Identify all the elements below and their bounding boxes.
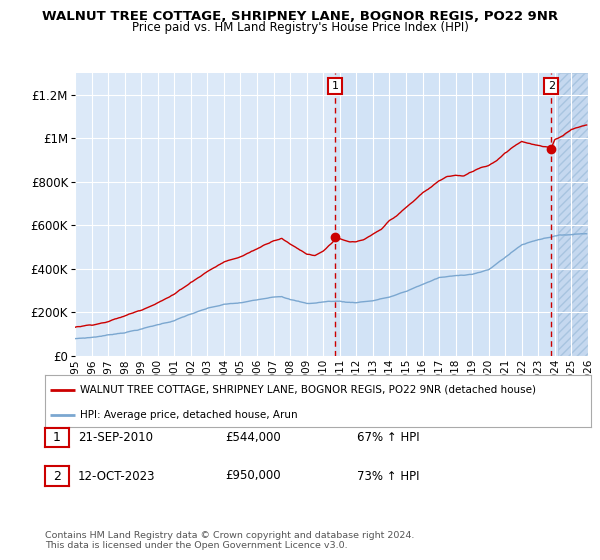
Text: £544,000: £544,000 bbox=[225, 431, 281, 445]
Text: 2: 2 bbox=[53, 469, 61, 483]
Text: WALNUT TREE COTTAGE, SHRIPNEY LANE, BOGNOR REGIS, PO22 9NR (detached house): WALNUT TREE COTTAGE, SHRIPNEY LANE, BOGN… bbox=[80, 385, 536, 395]
Bar bbox=[335, 73, 558, 356]
Bar bbox=[558, 73, 600, 356]
Text: 1: 1 bbox=[332, 81, 338, 91]
Text: 73% ↑ HPI: 73% ↑ HPI bbox=[357, 469, 419, 483]
Text: Contains HM Land Registry data © Crown copyright and database right 2024.
This d: Contains HM Land Registry data © Crown c… bbox=[45, 530, 415, 550]
Text: 2: 2 bbox=[548, 81, 555, 91]
Text: 21-SEP-2010: 21-SEP-2010 bbox=[78, 431, 153, 445]
Text: Price paid vs. HM Land Registry's House Price Index (HPI): Price paid vs. HM Land Registry's House … bbox=[131, 21, 469, 34]
Text: WALNUT TREE COTTAGE, SHRIPNEY LANE, BOGNOR REGIS, PO22 9NR: WALNUT TREE COTTAGE, SHRIPNEY LANE, BOGN… bbox=[42, 10, 558, 23]
Text: 1: 1 bbox=[53, 431, 61, 445]
Text: 67% ↑ HPI: 67% ↑ HPI bbox=[357, 431, 419, 445]
Text: 12-OCT-2023: 12-OCT-2023 bbox=[78, 469, 155, 483]
Text: HPI: Average price, detached house, Arun: HPI: Average price, detached house, Arun bbox=[80, 410, 298, 421]
Text: £950,000: £950,000 bbox=[225, 469, 281, 483]
